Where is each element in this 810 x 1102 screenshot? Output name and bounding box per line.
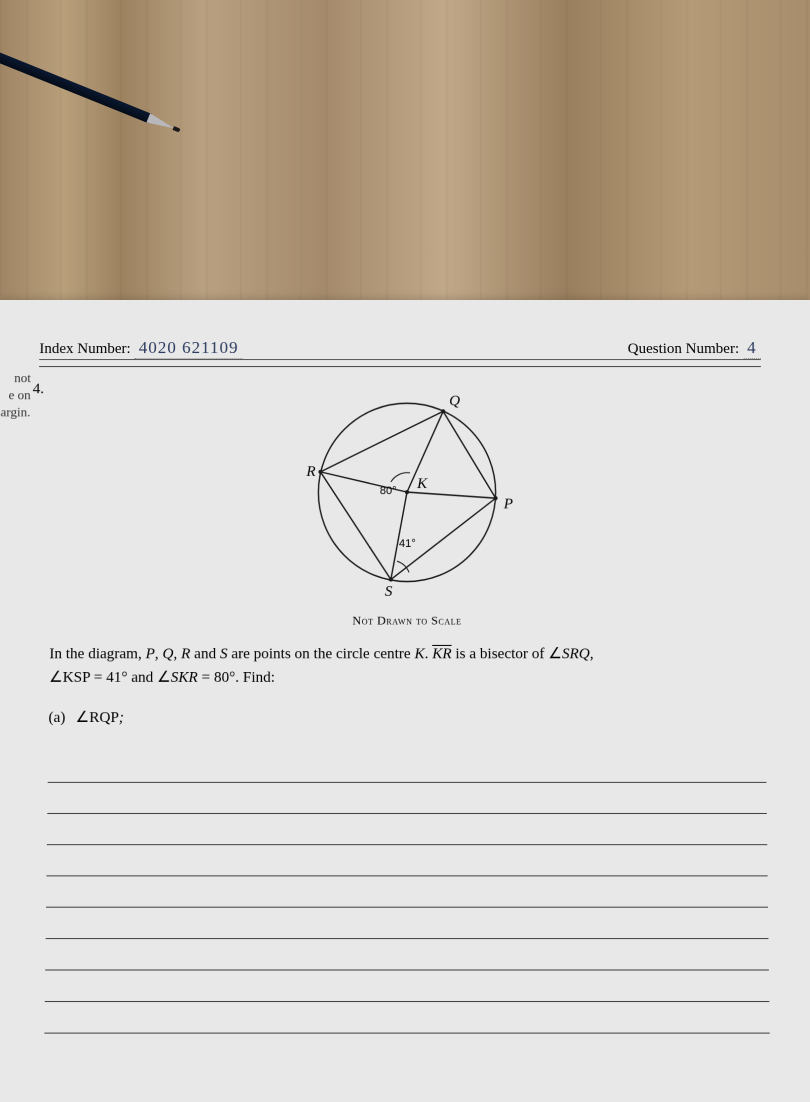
svg-text:41°: 41°	[399, 538, 416, 550]
answer-line	[45, 970, 770, 1002]
circle-diagram: Q R P S K 80° 41° Not Drawn to Scale	[50, 381, 765, 628]
answer-line	[45, 939, 769, 970]
diagram-caption: Not Drawn to Scale	[50, 613, 765, 628]
header-divider	[39, 366, 761, 367]
svg-text:R: R	[305, 464, 315, 480]
answer-line	[48, 751, 767, 782]
geometry-svg: Q R P S K 80° 41°	[276, 381, 539, 604]
margin-cutoff-text: not e on argin.	[0, 370, 31, 421]
answer-line	[47, 782, 767, 813]
question-text: In the diagram, P, Q, R and S are points…	[49, 643, 765, 691]
pen	[0, 0, 210, 188]
answer-lines	[44, 751, 769, 1033]
header-row: Index Number: 4020 621109 Question Numbe…	[39, 338, 761, 360]
svg-text:Q: Q	[449, 393, 460, 409]
answer-line	[46, 845, 767, 876]
answer-line	[46, 907, 769, 938]
index-number-value: 4020 621109	[135, 338, 243, 359]
answer-line	[46, 876, 768, 907]
desk-surface	[0, 0, 810, 320]
answer-line	[47, 813, 767, 844]
svg-text:P: P	[503, 496, 513, 512]
answer-line	[44, 1002, 769, 1034]
index-number-label: Index Number:	[39, 341, 131, 358]
question-number-value: 4	[743, 338, 761, 359]
svg-text:80°: 80°	[380, 485, 397, 497]
question-number-label: Question Number:	[628, 341, 740, 358]
svg-text:S: S	[385, 584, 393, 600]
worksheet-paper: not e on argin. Index Number: 4020 62110…	[0, 300, 810, 1102]
svg-text:K: K	[416, 476, 428, 492]
sub-question-a: (a)∠RQP;	[48, 707, 765, 727]
question-number: 4.	[33, 381, 45, 398]
